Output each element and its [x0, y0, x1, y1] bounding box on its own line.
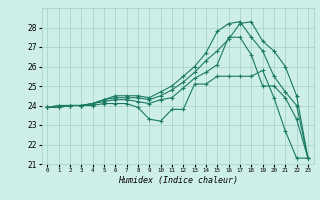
- X-axis label: Humidex (Indice chaleur): Humidex (Indice chaleur): [118, 176, 237, 185]
